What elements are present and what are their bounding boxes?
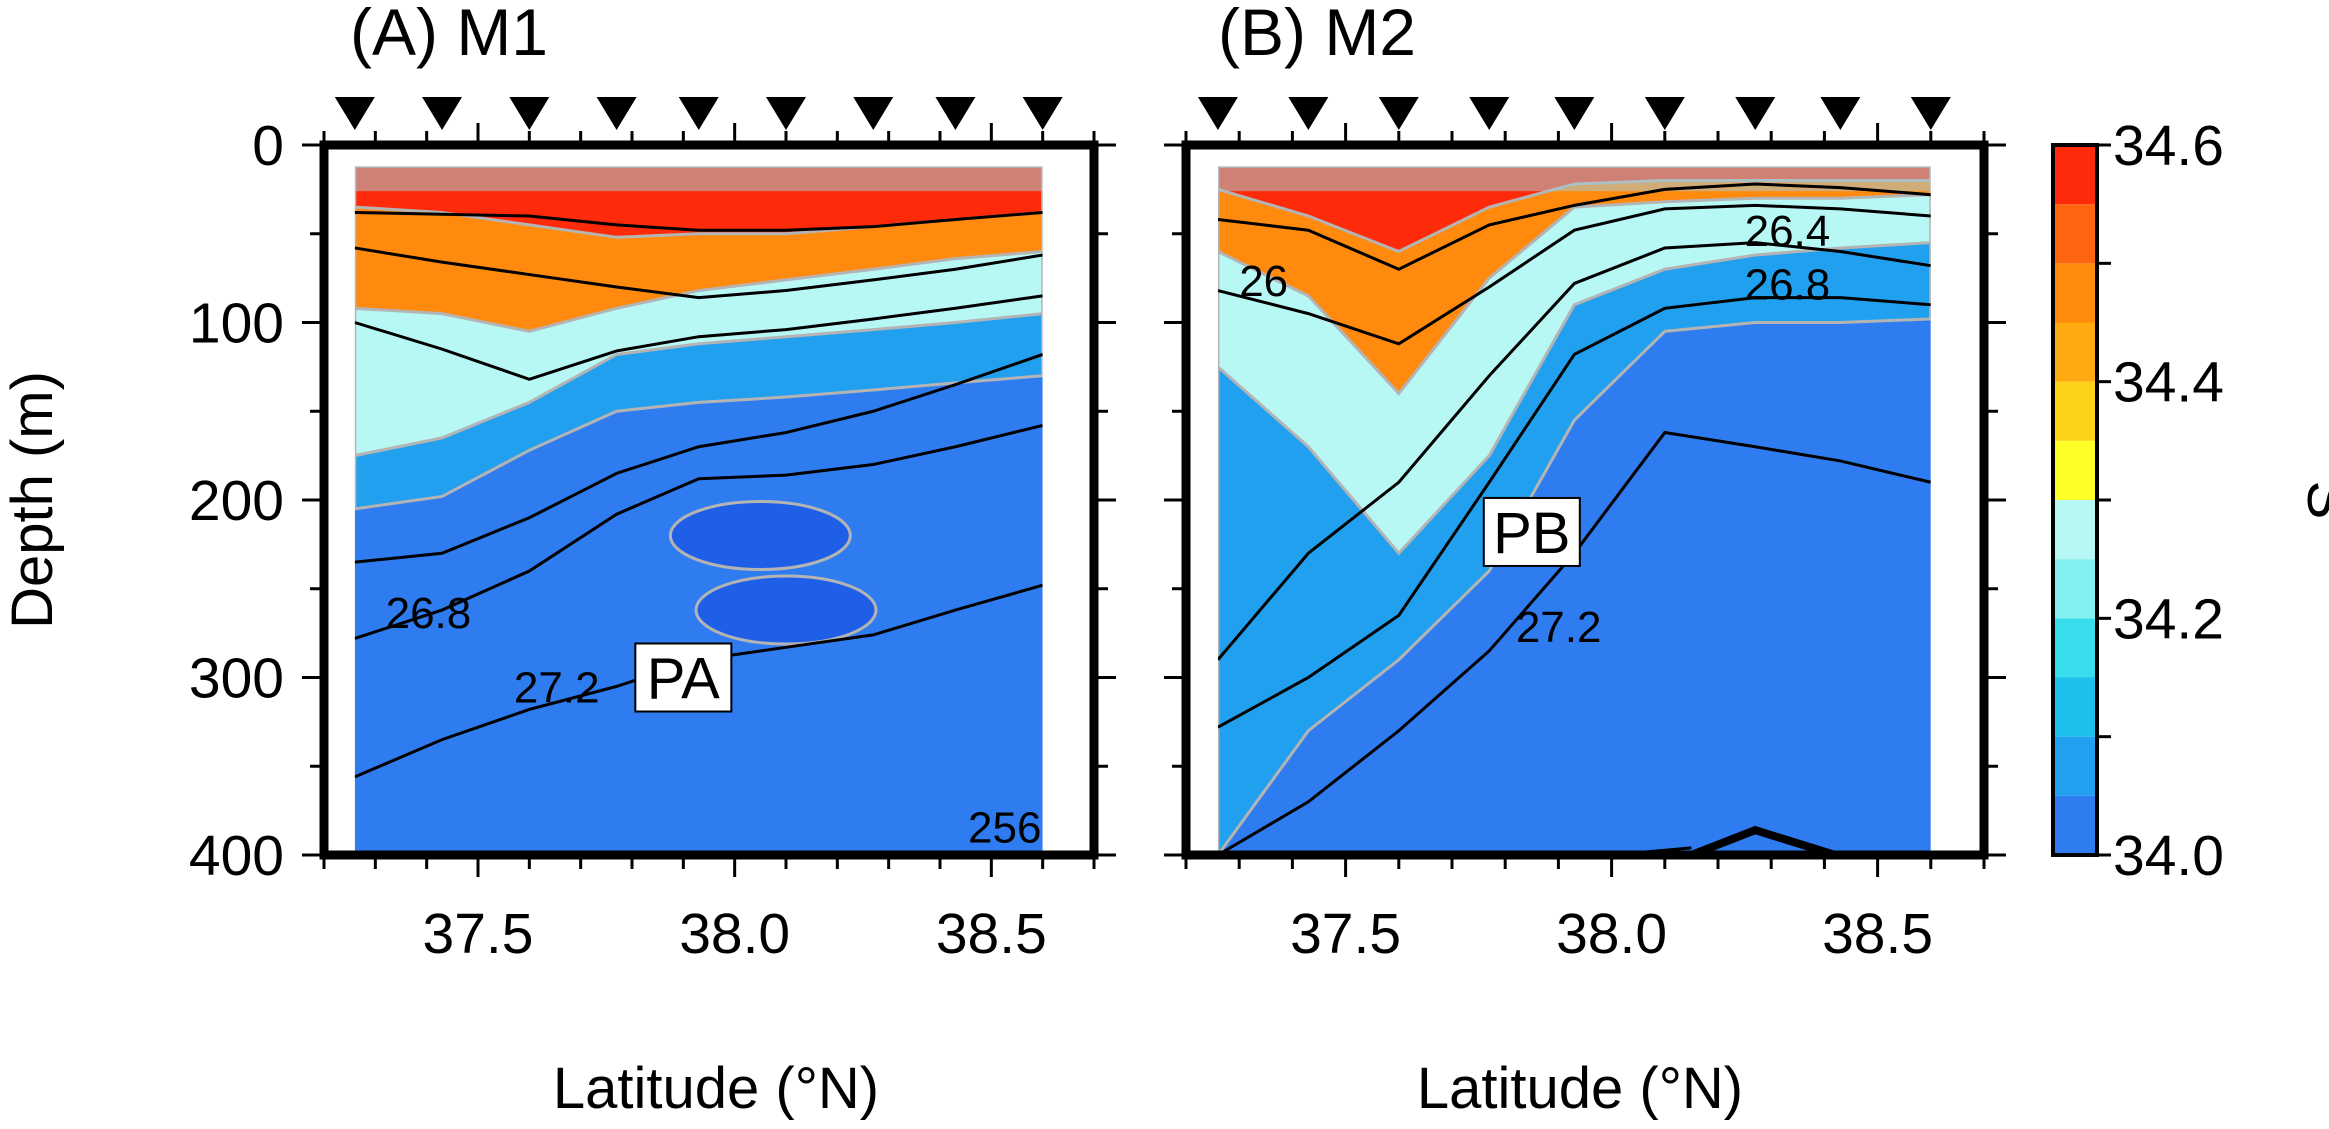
isopycnal-label: 27.2 (1516, 603, 1602, 652)
station-marker (1735, 97, 1776, 130)
x-tick-label: 38.5 (936, 902, 1047, 966)
station-marker (509, 97, 550, 130)
panel-title: (B) M2 (1218, 0, 1416, 69)
colorbar-swatch (2053, 381, 2097, 441)
low-salinity-patch (668, 500, 852, 571)
water-mass-text: PA (647, 647, 720, 712)
salinity-contour-field: 26 26.426.8 27.2 PB (1186, 145, 1984, 855)
station-marker (1288, 97, 1329, 130)
station-marker (853, 97, 894, 130)
station-marker (422, 97, 463, 130)
station-marker (1644, 97, 1685, 130)
x-tick-label: 38.0 (1556, 902, 1667, 966)
station-marker (1554, 97, 1595, 130)
water-mass-label: PB (1482, 496, 1581, 567)
y-tick-label: 400 (189, 824, 284, 888)
x-axis-label: Latitude (°N) (553, 1056, 879, 1121)
y-tick-label: 200 (189, 469, 284, 533)
isopycnal-26 (1217, 182, 1931, 271)
x-axis: 37.5 38.0 38.5 (322, 123, 1096, 966)
station-marker (1910, 97, 1951, 130)
x-tick-label: 37.5 (1290, 902, 1401, 966)
isopycnal-26.6 (354, 294, 1043, 381)
water-mass-text: PB (1493, 501, 1570, 566)
x-tick-label: 38.5 (1822, 902, 1933, 966)
station-marker (596, 97, 637, 130)
x-axis: 37.5 38.0 38.5 (1184, 123, 1986, 966)
station-marker (334, 97, 375, 130)
isopycnal-26.4 (1216, 241, 1932, 661)
station-marker (1820, 97, 1861, 130)
colorbar-tick-label: 34.6 (2113, 114, 2224, 178)
isopycnal-label: 26.8 (1745, 260, 1831, 309)
colorbar-swatch (2053, 736, 2097, 796)
station-markers (334, 97, 1063, 130)
colorbar-swatch (2053, 322, 2097, 382)
colorbar-swatch (2053, 145, 2097, 205)
isopycnal-label: 26 (1239, 257, 1288, 306)
colorbar-swatch (2053, 618, 2097, 678)
isopycnal-label: 27.2 (514, 663, 600, 712)
isopycnal-26.8 (1217, 296, 1931, 729)
colorbar-swatch (2053, 440, 2097, 500)
station-marker (935, 97, 976, 130)
isopycnal-27.0 (354, 423, 1044, 640)
colorbar-tick-label: 34.2 (2113, 587, 2224, 651)
water-mass-label: PA (634, 642, 733, 713)
y-axis: 0 100 200 300 400 (189, 114, 1116, 888)
isopycnal-26.8 (354, 353, 1044, 564)
station-marker (1022, 97, 1063, 130)
station-marker (1469, 97, 1510, 130)
station-marker (678, 97, 719, 130)
panel-m2: (B) M2 26 26.426.8 27.2 PB 37.5 38.0 38.5 Lat… (1164, 0, 2006, 1121)
station-markers (1197, 97, 1951, 130)
x-tick-label: 37.5 (423, 902, 534, 966)
isopycnal-label: 26.4 (1745, 207, 1831, 256)
isopycnal-26 (354, 210, 1043, 232)
bottom-topography (1689, 825, 1837, 855)
colorbar: 34.6 34.4 34.2 34.0 (2051, 114, 2224, 888)
y-tick-label: 300 (189, 647, 284, 711)
station-marker (1197, 97, 1238, 130)
y-axis (1164, 143, 2006, 857)
colorbar-swatch (2053, 204, 2097, 264)
y-axis-label: Depth (m) (0, 371, 65, 629)
colorbar-swatch (2053, 263, 2097, 323)
isopycnal-26 (1217, 203, 1931, 346)
surface-band (354, 166, 1043, 192)
isopycnal-26.4 (354, 246, 1043, 300)
low-salinity-patch (694, 574, 878, 646)
colorbar-tick-label: 34.0 (2113, 824, 2224, 888)
colorbar-swatch (2053, 677, 2097, 737)
panel-title: (A) M1 (350, 0, 548, 69)
colorbar-label: S (2295, 481, 2329, 520)
station-marker (766, 97, 806, 130)
y-tick-label: 0 (252, 114, 284, 178)
colorbar-swatch (2053, 559, 2097, 619)
colorbar-swatch (2053, 795, 2097, 855)
colorbar-tick-label: 34.4 (2113, 351, 2224, 415)
x-axis-label: Latitude (°N) (1417, 1056, 1743, 1121)
y-tick-label: 100 (189, 292, 284, 356)
x-tick-label: 38.0 (679, 902, 790, 966)
station-marker (1378, 97, 1419, 130)
colorbar-swatch (2053, 500, 2097, 560)
